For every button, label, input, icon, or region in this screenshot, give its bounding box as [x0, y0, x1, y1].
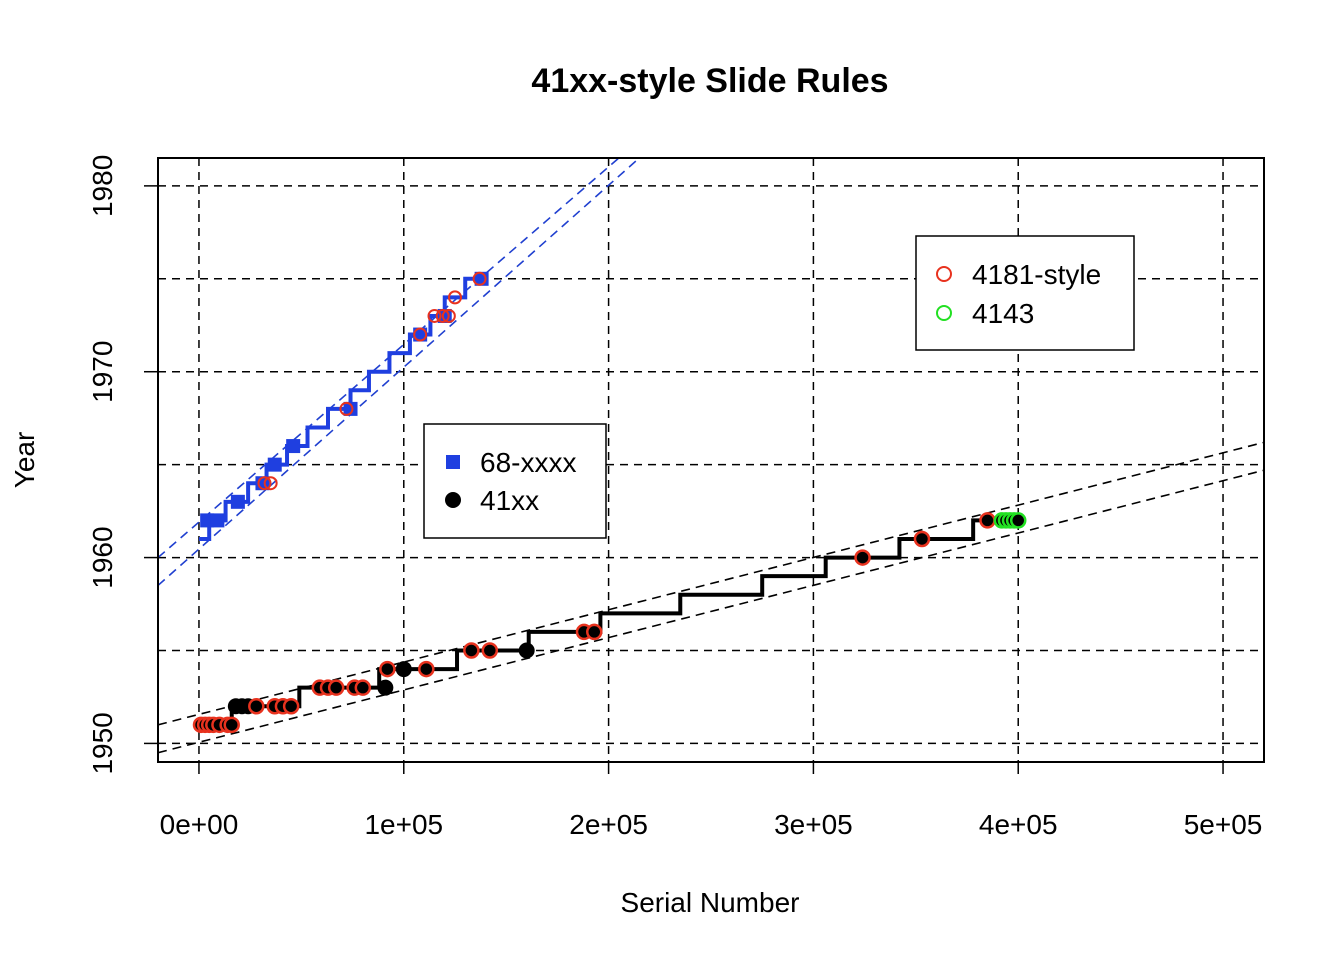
data-point-4181-style — [223, 716, 240, 734]
data-point-4181-style-overlay — [447, 290, 462, 305]
x-tick-label: 4e+05 — [979, 809, 1058, 840]
y-tick-label: 1960 — [87, 526, 118, 588]
y-tick-label: 1970 — [87, 341, 118, 403]
data-point-4181-style — [854, 549, 871, 566]
y-tick-label: 1950 — [87, 712, 118, 774]
x-tick-label: 1e+05 — [364, 809, 443, 840]
data-point-4181-style — [481, 642, 499, 659]
data-point-4181-style — [282, 697, 300, 715]
data-point-4181-style — [379, 660, 396, 678]
x-tick-label: 5e+05 — [1184, 809, 1263, 840]
data-point-4181-style — [248, 697, 265, 715]
data-point-68-xxxx — [230, 494, 245, 509]
x-axis-label: Serial Number — [621, 887, 800, 918]
data-point-41xx — [518, 642, 535, 659]
data-point-68-xxxx — [286, 439, 301, 454]
legend-styles: 4181-style 4143 — [915, 235, 1135, 351]
axes: 0e+00 1e+05 2e+05 3e+05 4e+05 5e+05 1950 1960 19… — [87, 155, 1262, 840]
legend-4143-label: 4143 — [972, 298, 1034, 329]
data-point-4181-style-overlay — [427, 308, 442, 323]
data-point-41xx — [395, 661, 412, 678]
reference-line — [158, 441, 1264, 726]
legend-68-xxxx-marker — [446, 455, 460, 469]
data-points — [192, 271, 1027, 734]
data-point-4181-style-overlay — [263, 476, 278, 491]
legend-4143-marker — [936, 305, 952, 321]
data-point-4181-style-overlay — [413, 327, 428, 342]
legend-series: 68-xxxx 41xx — [423, 423, 607, 539]
data-point-4181-style-overlay — [339, 401, 354, 416]
data-point-68-xxxx — [413, 327, 428, 342]
chart-title: 41xx-style Slide Rules — [531, 62, 888, 100]
data-point-68-xxxx — [343, 401, 358, 416]
step-line — [198, 518, 1019, 727]
data-point-4181-style — [354, 679, 372, 696]
legend-styles-box — [915, 235, 1135, 351]
plot-frame — [157, 157, 1265, 763]
data-point-4181-style — [463, 642, 480, 659]
reference-line — [158, 469, 1264, 754]
grid-lines — [158, 158, 1264, 762]
legend-series-box — [423, 423, 607, 539]
data-point-4143 — [1009, 512, 1027, 529]
x-tick-label: 0e+00 — [160, 809, 239, 840]
legend-41xx-marker — [445, 492, 461, 508]
legend-41xx-label: 41xx — [480, 485, 539, 516]
data-point-41xx — [377, 679, 394, 696]
data-point-4181-style-overlay — [472, 271, 487, 286]
data-point-4181-style — [586, 623, 603, 641]
x-tick-label: 3e+05 — [774, 809, 853, 840]
data-point-4181-style — [418, 660, 435, 678]
reference-line — [158, 158, 640, 587]
x-tick-label: 2e+05 — [569, 809, 648, 840]
y-tick-label: 1980 — [87, 155, 118, 217]
legend-68-xxxx-label: 68-xxxx — [480, 447, 576, 478]
data-point-4181-style — [913, 530, 931, 548]
data-point-68-xxxx — [210, 513, 225, 528]
data-point-4181-style-overlay — [435, 308, 450, 323]
data-point-4181-style — [327, 679, 345, 696]
data-point-4181-style-overlay — [441, 308, 456, 323]
data-point-4181-style-overlay — [257, 476, 272, 491]
legend-4181-style-label: 4181-style — [972, 259, 1101, 290]
data-point-68-xxxx — [267, 457, 282, 472]
y-axis-label: Year — [9, 432, 40, 489]
legend-4181-style-marker — [936, 266, 952, 282]
data-point-4181-style — [979, 512, 996, 529]
